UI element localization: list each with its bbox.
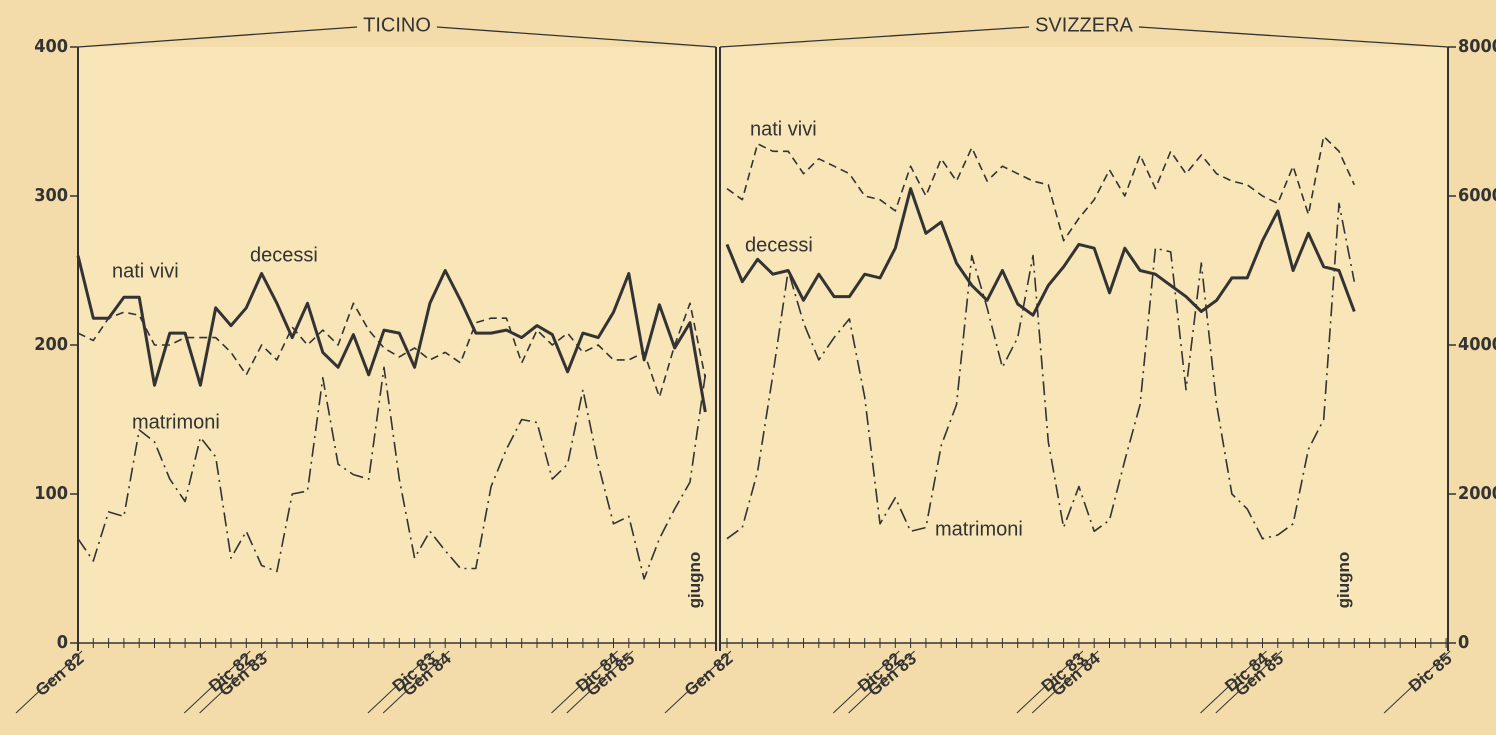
x-tick-label: giugno [1334,552,1353,609]
chart-title: TICINO [363,14,431,36]
label-slash [1200,650,1267,714]
series-line [77,302,707,398]
series-label: decessi [250,244,318,266]
series-label: decessi [745,234,813,256]
y-tick-label: 2000 [1458,483,1496,504]
label-slash [15,650,83,714]
series-line [77,366,707,580]
x-tick-label: giugno [685,552,704,609]
series-label: nati vivi [750,118,817,140]
chart-title: SVIZZERA [1035,14,1133,36]
label-slash [199,650,266,714]
y-tick-label: 6000 [1458,185,1496,206]
y-tick-label: 4000 [1458,334,1496,355]
series-label: nati vivi [112,260,179,282]
series-line [726,135,1356,242]
label-slash [1016,650,1084,714]
label-slash [1031,650,1099,714]
y-tick-label: 8000 [1458,36,1496,57]
label-slash [382,650,450,714]
y-tick-label: 0 [1458,632,1469,653]
y-tick-label: 200 [34,334,68,355]
label-slash [183,650,251,714]
y-tick-label: 300 [34,185,68,206]
y-tick-label: 0 [57,632,68,653]
title-line [77,26,358,48]
label-slash [566,650,634,714]
label-slash [848,650,915,714]
label-slash [832,650,900,714]
title-line [436,26,717,48]
label-slash [664,650,732,714]
label-slash [551,650,618,714]
title-line [1138,26,1449,48]
label-slash [1383,650,1451,714]
y-tick-label: 400 [34,36,68,57]
series-line [76,255,707,413]
label-slash [1215,650,1283,714]
label-slash [367,650,435,714]
series-line [725,187,1356,317]
series-label: matrimoni [935,518,1023,540]
series-line [726,202,1356,540]
series-label: matrimoni [132,411,220,433]
y-tick-label: 100 [34,483,68,504]
title-line [719,26,1030,48]
